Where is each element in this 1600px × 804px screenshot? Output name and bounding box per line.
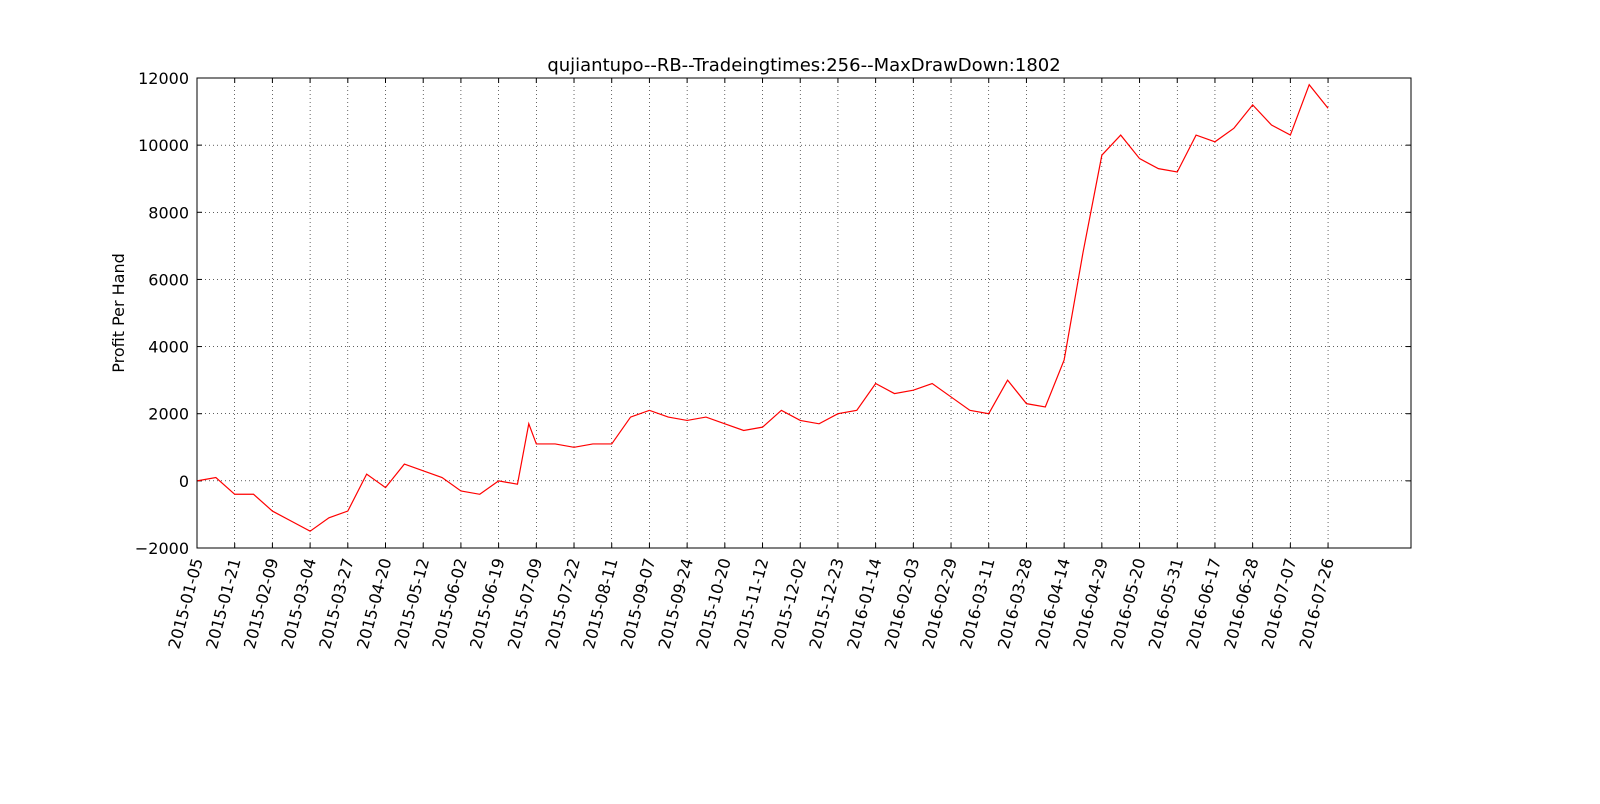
x-tick-label: 2015-12-02 (768, 556, 810, 651)
x-tick-label: 2016-04-14 (1032, 556, 1074, 651)
x-tick-label: 2016-01-14 (843, 556, 885, 651)
y-tick-label: 6000 (148, 270, 189, 289)
x-tick-label: 2015-03-27 (315, 556, 357, 651)
x-tick-label: 2015-01-21 (202, 556, 244, 651)
x-tick-label: 2016-07-07 (1258, 556, 1300, 651)
x-tick-label: 2015-06-19 (466, 556, 508, 651)
y-tick-label: 0 (179, 472, 189, 491)
x-tick-label: 2015-09-07 (617, 556, 659, 651)
y-axis-label: Profit Per Hand (109, 253, 128, 373)
x-tick-label: 2015-07-22 (541, 556, 583, 651)
x-tick-label: 2016-02-29 (918, 556, 960, 651)
y-tick-label: 12000 (138, 69, 189, 88)
x-tick-label: 2015-09-24 (655, 556, 697, 651)
y-tick-label: −2000 (135, 539, 189, 558)
x-tick-label: 2015-06-02 (428, 556, 470, 651)
x-tick-label: 2016-05-31 (1145, 556, 1187, 651)
x-tick-label: 2015-02-09 (240, 556, 282, 651)
x-tick-label: 2015-12-23 (805, 556, 847, 651)
x-tick-label: 2015-03-04 (278, 556, 320, 651)
x-tick-label: 2016-07-26 (1296, 556, 1338, 651)
x-tick-label: 2016-03-11 (956, 556, 998, 651)
plot-frame (196, 77, 1412, 549)
x-tick-label: 2016-06-17 (1182, 556, 1224, 651)
x-tick-label: 2015-05-12 (391, 556, 433, 651)
x-tick-label: 2016-04-29 (1069, 556, 1111, 651)
y-tick-label: 2000 (148, 405, 189, 424)
x-tick-label: 2015-11-12 (730, 556, 772, 651)
x-tick-label: 2016-05-20 (1107, 556, 1149, 651)
x-tick-label: 2015-10-20 (692, 556, 734, 651)
x-tick-label: 2015-08-11 (579, 556, 621, 651)
y-tick-label: 10000 (138, 136, 189, 155)
x-tick-label: 2016-06-28 (1220, 556, 1262, 651)
x-tick-label: 2015-04-20 (353, 556, 395, 651)
chart-title: qujiantupo--RB--Tradeingtimes:256--MaxDr… (547, 55, 1060, 76)
x-tick-label: 2015-07-09 (504, 556, 546, 651)
y-tick-label: 8000 (148, 203, 189, 222)
y-tick-label: 4000 (148, 338, 189, 357)
x-tick-label: 2016-02-03 (881, 556, 923, 651)
data-line (196, 83, 1329, 532)
x-tick-label: 2015-01-05 (164, 556, 206, 651)
x-tick-label: 2016-03-28 (994, 556, 1036, 651)
